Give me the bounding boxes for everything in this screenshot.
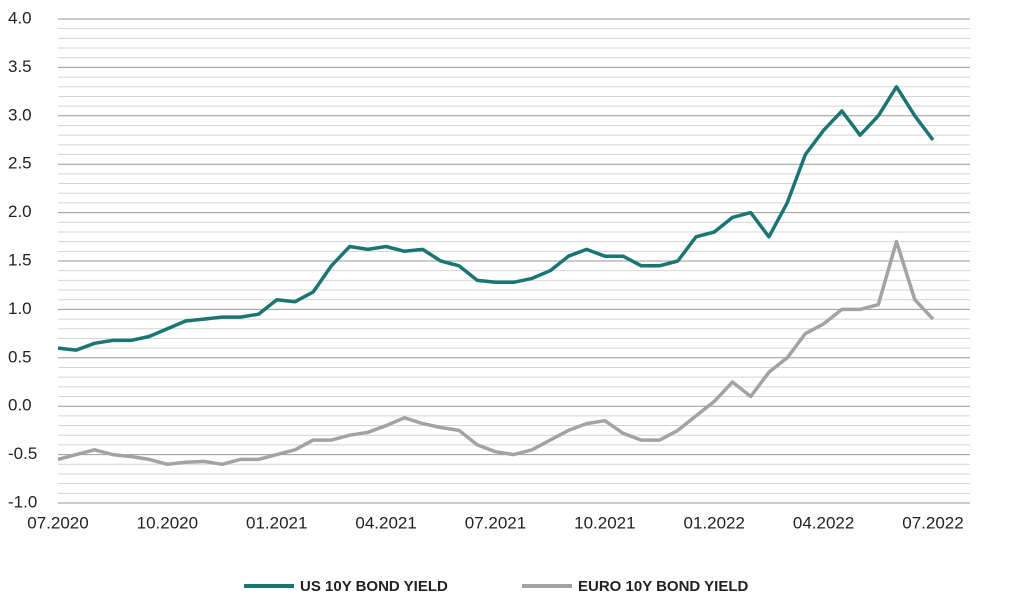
y-tick-label: 3.5 [8,57,32,76]
y-tick-label: -0.5 [8,444,37,463]
y-tick-label: 0.0 [8,396,32,415]
y-tick-label: 3.0 [8,105,32,124]
x-tick-label: 07.2022 [902,513,963,532]
x-tick-label: 07.2021 [465,513,526,532]
x-tick-label: 10.2021 [574,513,635,532]
y-tick-label: 4.0 [8,8,32,27]
x-tick-label: 01.2021 [246,513,307,532]
legend-label: EURO 10Y BOND YIELD [578,578,748,595]
x-tick-label: 10.2020 [137,513,198,532]
y-tick-label: 1.0 [8,299,32,318]
y-tick-label: 1.5 [8,250,32,269]
data-line [57,239,935,467]
y-tick-label: 0.5 [8,347,32,366]
legend-label: US 10Y BOND YIELD [300,578,448,595]
x-tick-label: 07.2020 [27,513,88,532]
data-line [57,85,935,352]
y-tick-label: 2.0 [8,202,32,221]
y-tick-label: -1.0 [8,492,37,511]
y-tick-label: 2.5 [8,154,32,173]
x-tick-label: 04.2022 [793,513,854,532]
x-tick-label: 04.2021 [355,513,416,532]
x-tick-label: 01.2022 [684,513,745,532]
